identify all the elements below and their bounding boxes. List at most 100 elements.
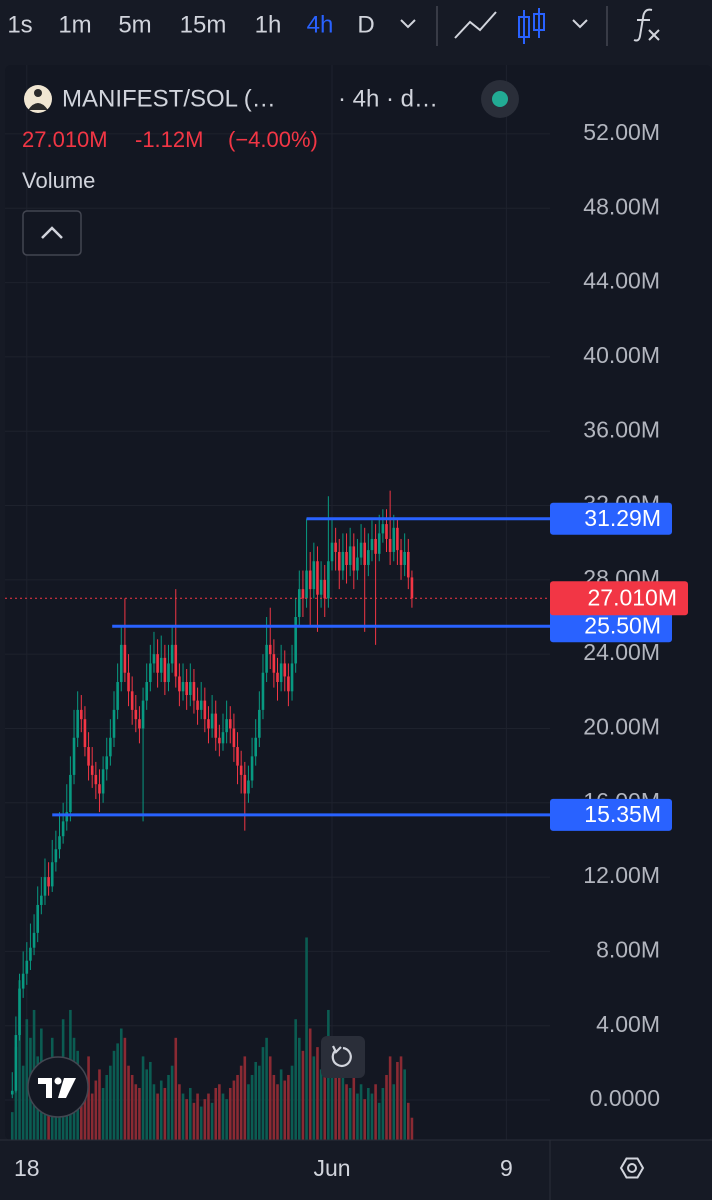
indicators-button[interactable] <box>633 8 660 42</box>
candle-body <box>87 747 90 766</box>
level-label-box <box>550 610 672 643</box>
symbol-icon-figure <box>28 103 48 110</box>
y-tick-label: 36.00M <box>583 416 660 442</box>
volume-bar <box>221 1093 225 1140</box>
interval-button[interactable]: 1m <box>58 11 91 38</box>
symbol-title[interactable]: MANIFEST/SOL (… <box>62 85 276 112</box>
candle-body <box>337 551 341 571</box>
candle-body <box>276 672 279 683</box>
y-tick-label: 20.00M <box>583 714 660 740</box>
candle-body <box>29 947 32 961</box>
candle-body <box>61 821 65 837</box>
volume-bar <box>319 1069 323 1140</box>
level-label: 25.50M <box>584 612 661 638</box>
candle-body <box>141 700 145 729</box>
interval-button[interactable]: D <box>357 11 374 38</box>
volume-bar <box>145 1069 148 1140</box>
volume-bar <box>388 1056 392 1140</box>
candle-body <box>225 719 228 733</box>
price-change-percent: (−4.00%) <box>228 127 318 152</box>
candle-body <box>410 577 414 599</box>
interval-button[interactable]: 4h <box>307 11 334 38</box>
candle-body <box>105 756 109 770</box>
volume-bar <box>330 1037 334 1140</box>
candle-body <box>283 663 287 677</box>
candle-body <box>301 589 305 599</box>
candle-body <box>261 672 265 710</box>
level-label: 15.35M <box>584 801 661 827</box>
volume-bar <box>25 1019 29 1140</box>
volume-bar <box>152 1084 156 1140</box>
candle-body <box>236 747 239 766</box>
candle-body <box>221 732 225 744</box>
reset-button[interactable] <box>321 1036 365 1078</box>
candle-body <box>50 862 54 887</box>
volume-bar <box>312 1056 316 1140</box>
candle-body <box>334 542 337 552</box>
candle-body <box>239 765 243 775</box>
y-tick-label: 4.00M <box>596 1011 660 1037</box>
volume-bar <box>359 1084 363 1140</box>
last-price-label: 27.010M <box>587 584 677 610</box>
y-tick-label: 12.00M <box>583 862 660 888</box>
volume-bar <box>141 1056 145 1140</box>
chart-type-dropdown[interactable] <box>572 19 588 29</box>
candle-body <box>83 719 87 748</box>
volume-bar <box>385 1074 388 1140</box>
symbol-icon <box>24 85 52 113</box>
candle-body <box>218 737 221 744</box>
volume-bar <box>98 1069 101 1140</box>
collapse-button[interactable] <box>22 210 82 256</box>
volume-bar <box>203 1099 207 1140</box>
volume-bar <box>149 1061 152 1140</box>
volume-bar <box>363 1099 366 1140</box>
volume-bar <box>18 980 21 1140</box>
volume-bar <box>367 1087 370 1140</box>
candle-body <box>290 663 294 692</box>
tradingview-logo[interactable] <box>27 1056 89 1118</box>
candle-body <box>98 784 101 794</box>
candle-body <box>65 812 69 822</box>
volume-bar <box>272 1074 276 1140</box>
interval-button[interactable]: 1s <box>7 11 32 38</box>
volume-bar <box>410 1117 414 1140</box>
level-label-box <box>550 798 672 831</box>
volume-bar <box>163 1087 167 1140</box>
toolbar: 1s 1m 5m 15m 1h 4h D <box>7 6 660 46</box>
candle-body <box>308 570 312 590</box>
candle-body <box>363 542 366 565</box>
candle-body <box>312 561 316 590</box>
volume-bar <box>298 1037 301 1140</box>
candle-body <box>199 700 203 710</box>
volume-bar <box>189 1087 192 1140</box>
volume-bar <box>381 1087 385 1140</box>
candle-chart-icon[interactable] <box>518 8 545 44</box>
candle-body <box>101 769 105 794</box>
volume-bar <box>138 1087 141 1140</box>
volume-bar <box>199 1106 203 1140</box>
interval-button[interactable]: 5m <box>118 11 151 38</box>
candle-body <box>374 538 377 554</box>
volume-bar <box>403 1069 406 1140</box>
volume-bar <box>14 1047 18 1140</box>
axis-labels: 31.29M 25.50M 15.35M 27.010M <box>550 502 688 831</box>
candle-body <box>90 765 94 775</box>
volume-bar <box>377 1102 381 1140</box>
volume-bar <box>250 1074 254 1140</box>
volume-bar <box>178 1084 181 1140</box>
volume-bar <box>276 1084 279 1140</box>
settings-button[interactable] <box>619 1157 645 1179</box>
volume-bar <box>370 1093 374 1140</box>
candle-body <box>305 570 308 599</box>
candle-body <box>145 682 148 701</box>
candle-body <box>47 877 50 887</box>
volume-bar <box>341 1061 345 1140</box>
interval-button[interactable]: 15m <box>180 11 227 38</box>
line-chart-icon[interactable] <box>454 11 497 39</box>
collapse-chevron <box>41 226 63 239</box>
volume-bar <box>374 1084 377 1140</box>
interval-button[interactable]: 1h <box>255 11 282 38</box>
x-tick-label: 9 <box>500 1155 513 1181</box>
interval-dropdown[interactable] <box>400 19 416 29</box>
candle-body <box>72 737 76 775</box>
